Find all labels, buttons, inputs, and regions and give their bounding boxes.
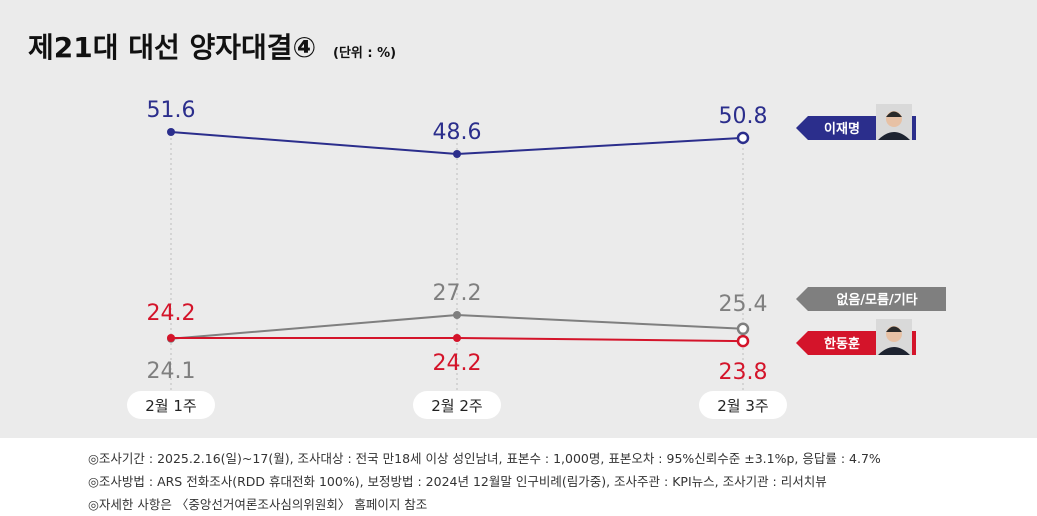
portrait-suit	[878, 347, 910, 355]
data-point-none	[453, 311, 461, 319]
data-point-lee	[167, 128, 175, 136]
portrait-icon-lee	[876, 104, 912, 140]
legend-arrow-han	[796, 331, 808, 355]
data-label-lee: 48.6	[433, 120, 482, 145]
legend-tag-none	[808, 287, 946, 311]
data-label-han: 23.8	[719, 360, 768, 385]
data-point-han	[736, 334, 750, 348]
data-label-han: 24.2	[433, 351, 482, 376]
legend-arrow-lee	[796, 116, 808, 140]
note-survey-method: ◎조사방법 : ARS 전화조사(RDD 휴대전화 100%), 보정방법 : …	[88, 474, 827, 489]
portrait-suit	[878, 132, 910, 140]
tick-pill	[699, 391, 787, 419]
data-point-lee	[736, 131, 750, 145]
legend-label-none: 없음/모름/기타	[836, 292, 917, 308]
tick-label: 2월 2주	[431, 397, 482, 415]
data-label-han: 24.2	[147, 301, 196, 326]
data-label-none: 27.2	[433, 281, 482, 306]
legend-label-lee: 이재명	[824, 121, 860, 137]
note-reference: ◎자세한 사항은 〈중앙선거여론조사심의위원회〉 홈페이지 참조	[88, 497, 428, 512]
data-label-lee: 51.6	[147, 98, 196, 123]
legend-label-han: 한동훈	[824, 336, 860, 352]
portrait-hair	[886, 326, 902, 332]
chart: 제21대 대선 양자대결④ (단위 : %) 51.6 48.6 50.8 24.1 2…	[28, 31, 946, 419]
data-point-han	[453, 334, 461, 342]
data-label-lee: 50.8	[719, 104, 768, 129]
tick-pill	[413, 391, 501, 419]
tick-label: 2월 1주	[145, 397, 196, 415]
survey-notes: ◎조사기간 : 2025.2.16(일)~17(월), 조사대상 : 전국 만1…	[0, 438, 1037, 516]
data-label-none: 24.1	[147, 359, 196, 384]
note-survey-period: ◎조사기간 : 2025.2.16(일)~17(월), 조사대상 : 전국 만1…	[88, 451, 881, 466]
portrait-icon-han	[876, 319, 912, 355]
legend-arrow-none	[796, 287, 808, 311]
data-point-lee	[453, 150, 461, 158]
data-point-han	[167, 334, 175, 342]
data-point-none	[736, 322, 750, 336]
chart-title: 제21대 대선 양자대결④	[28, 31, 316, 64]
chart-unit: (단위 : %)	[333, 45, 396, 61]
tick-pill	[127, 391, 215, 419]
data-label-none: 25.4	[719, 292, 768, 317]
portrait-hair	[886, 111, 902, 117]
tick-label: 2월 3주	[717, 397, 768, 415]
